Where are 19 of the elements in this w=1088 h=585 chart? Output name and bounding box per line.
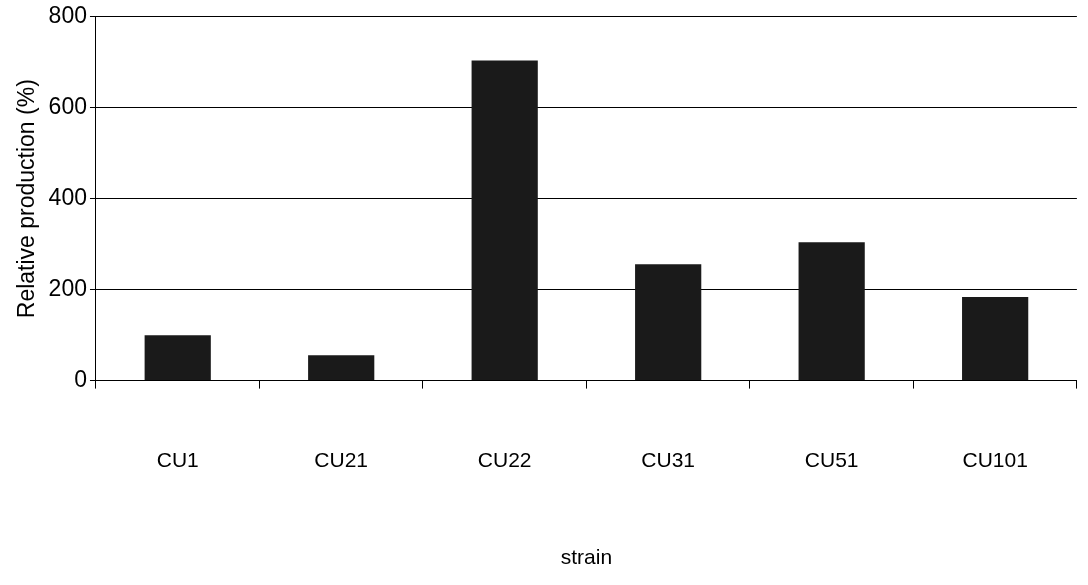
bar (144, 335, 211, 381)
y-tick-label: 400 (48, 184, 87, 211)
y-tick-label: 800 (48, 2, 87, 29)
bar (798, 242, 865, 381)
x-tick-label: CU1 (156, 448, 199, 471)
x-tick-label: CU51 (804, 448, 859, 471)
x-tick-label: CU101 (962, 448, 1028, 471)
x-axis-title: strain (560, 545, 613, 569)
x-tick-label: CU21 (314, 448, 369, 471)
x-tick-label: CU22 (477, 448, 532, 471)
bar (962, 296, 1029, 381)
bar (308, 355, 375, 381)
x-tick-label: CU31 (641, 448, 696, 471)
bar (635, 264, 702, 381)
bar (471, 60, 538, 381)
y-tick-label: 0 (74, 365, 87, 392)
y-axis-title: Relative production (%) (13, 79, 40, 319)
y-tick-label: 200 (48, 274, 87, 301)
y-tick-label: 600 (48, 93, 87, 120)
